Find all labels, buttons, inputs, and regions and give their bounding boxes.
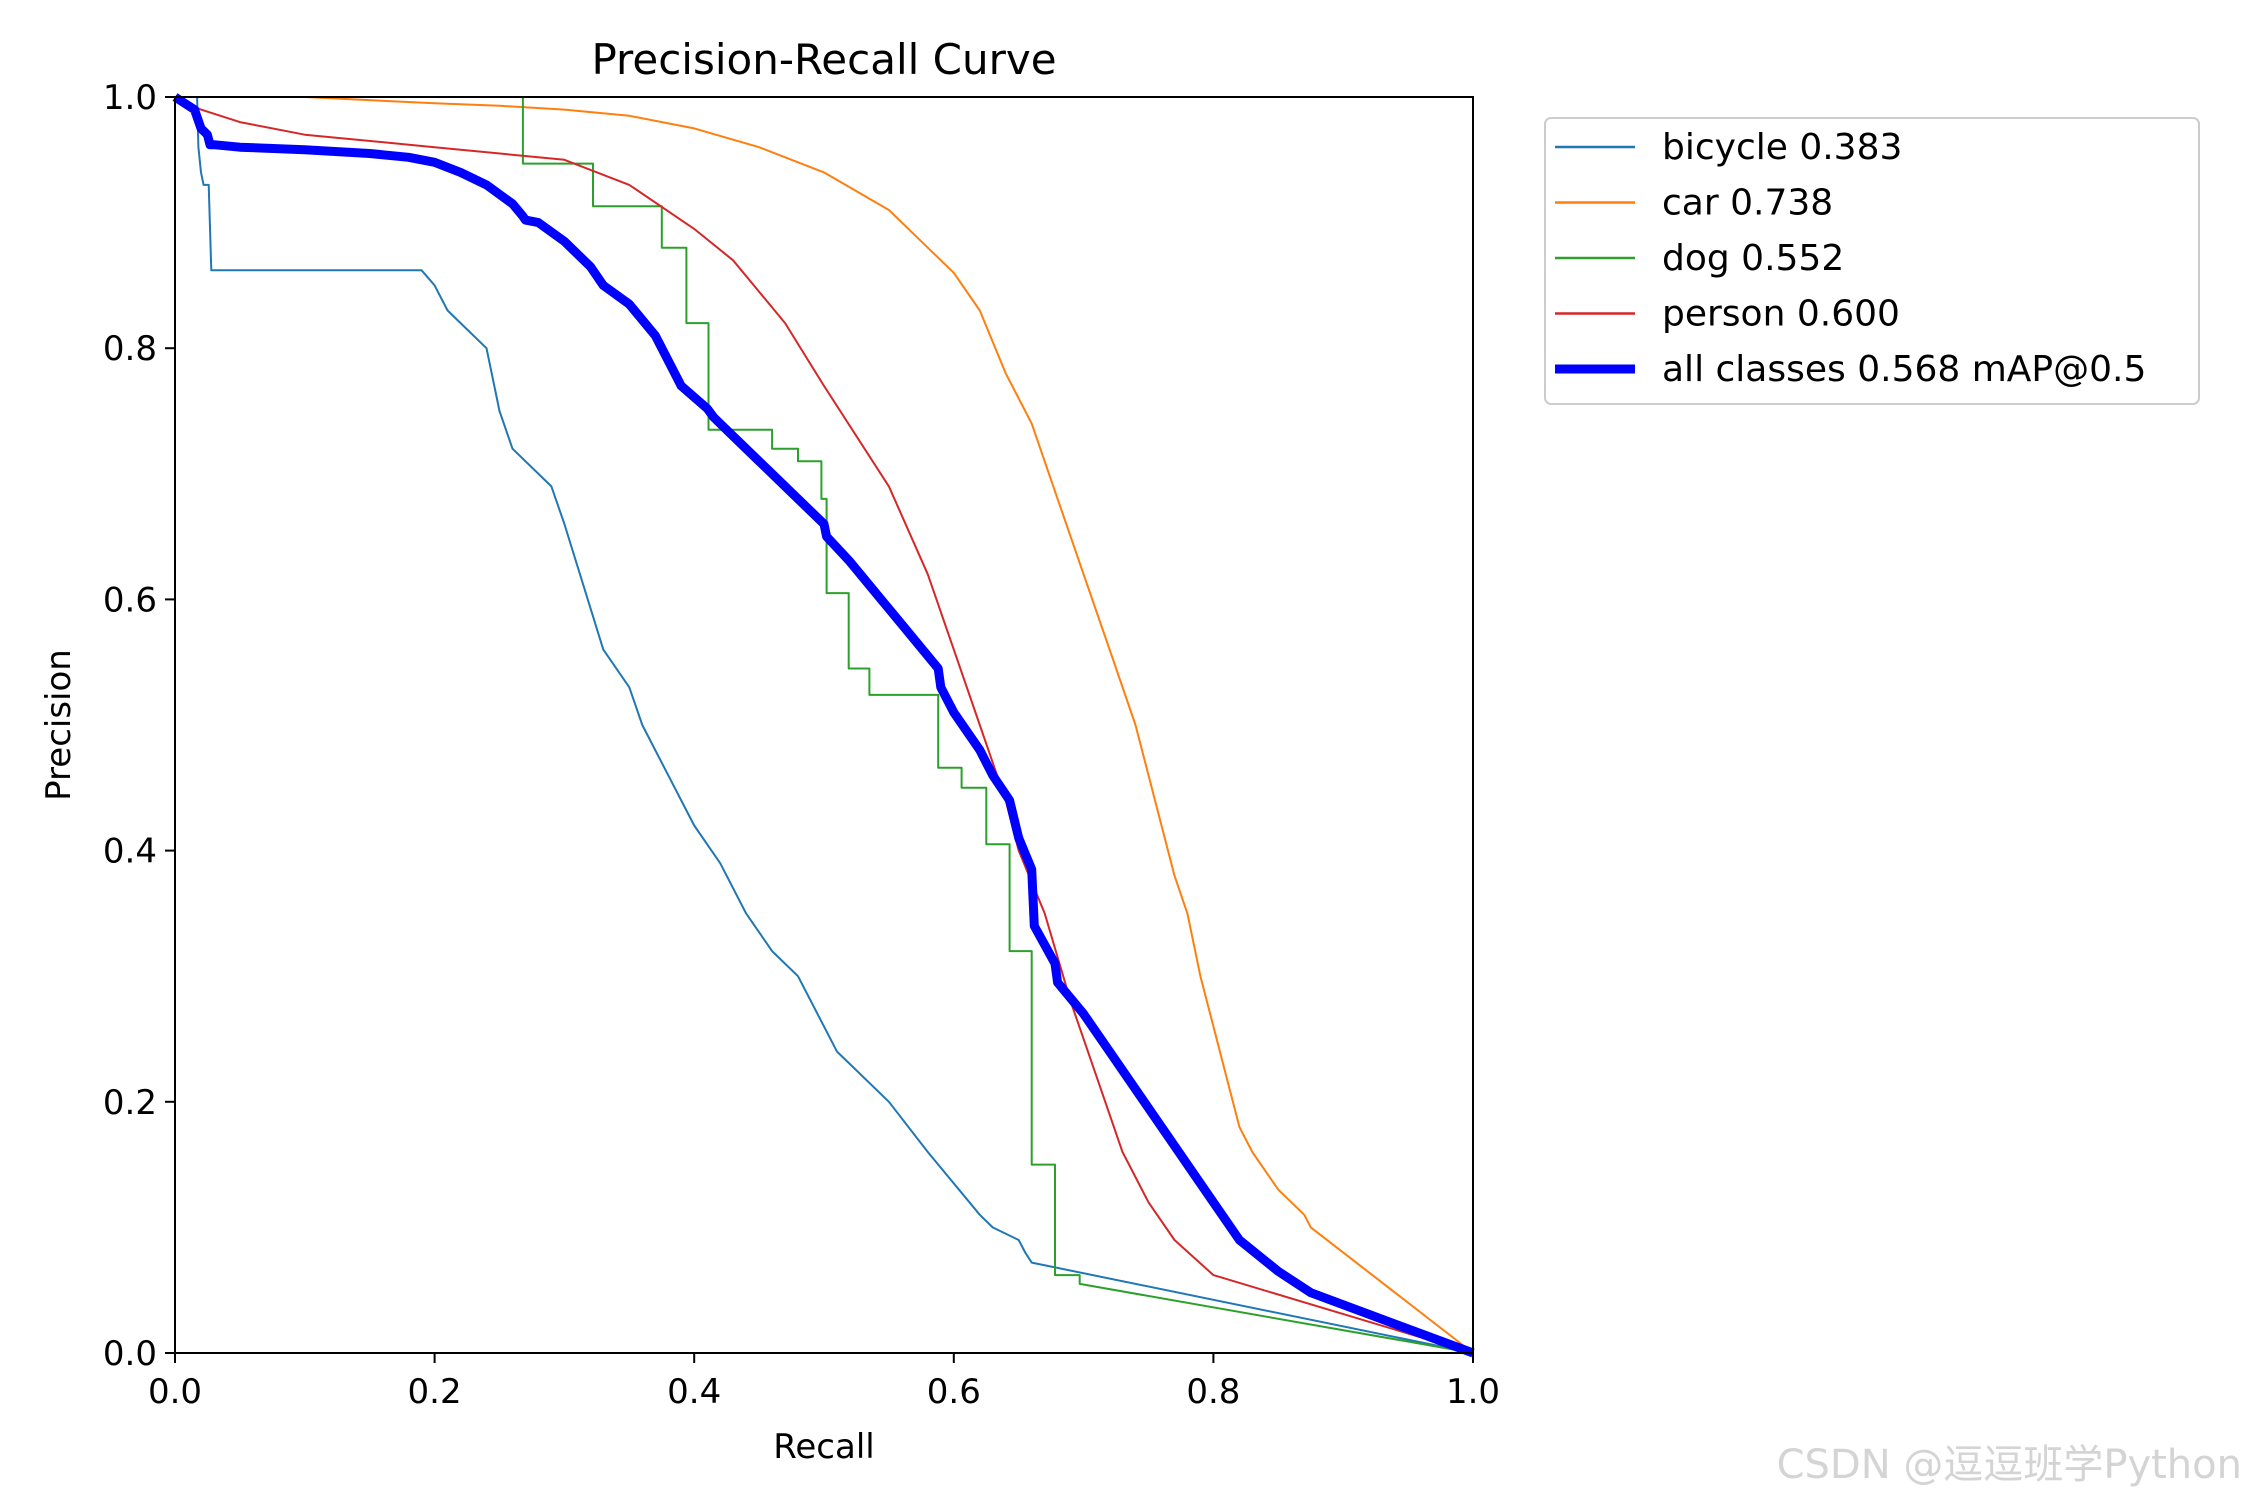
y-axis: 0.0 0.2 0.4 0.6 0.8 1.0 (103, 78, 175, 1374)
y-tick-label: 0.4 (103, 832, 157, 872)
x-tick-label: 1.0 (1446, 1372, 1500, 1412)
x-axis: 0.0 0.2 0.4 0.6 0.8 1.0 (148, 1353, 1500, 1412)
series-line-2 (175, 96, 1474, 1354)
plot-frame (174, 96, 1474, 1354)
x-tick-label: 0.8 (1186, 1372, 1240, 1412)
x-tick-label: 0.6 (927, 1372, 981, 1412)
legend: bicycle 0.383 car 0.738 dog 0.552 person 0.… (1544, 117, 2200, 405)
chart-title: Precision-Recall Curve (591, 35, 1056, 84)
y-tick-label: 0.2 (103, 1083, 157, 1123)
watermark: CSDN @逗逗班学Python (1776, 1442, 2242, 1488)
x-axis-label: Recall (773, 1427, 874, 1467)
x-tick-label: 0.4 (667, 1372, 721, 1412)
legend-label-2: dog 0.552 (1662, 238, 1844, 279)
y-tick-label: 1.0 (103, 78, 157, 118)
x-tick-label: 0.2 (408, 1372, 462, 1412)
series-line-1 (175, 96, 1474, 1354)
legend-label-0: bicycle 0.383 (1662, 127, 1902, 168)
legend-label-4: all classes 0.568 mAP@0.5 (1662, 349, 2146, 390)
y-tick-label: 0.6 (103, 580, 157, 620)
series-line-0 (175, 96, 1474, 1354)
y-axis-label: Precision (39, 649, 79, 801)
plot-area (172, 93, 1475, 1358)
x-tick-label: 0.0 (148, 1372, 202, 1412)
y-tick-label: 0.8 (103, 329, 157, 369)
legend-label-3: person 0.600 (1662, 294, 1900, 335)
y-tick-label: 0.0 (103, 1334, 157, 1374)
series-line-3 (174, 96, 1474, 1354)
legend-box (1544, 117, 2200, 405)
series-line-4 (172, 93, 1475, 1358)
legend-label-1: car 0.738 (1662, 183, 1833, 224)
